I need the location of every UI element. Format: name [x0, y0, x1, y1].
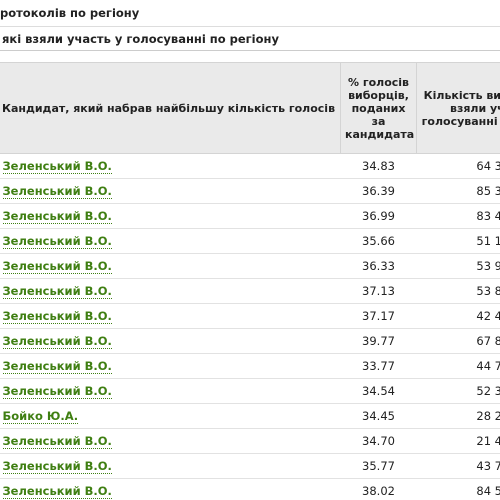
percent-cell: 34.45: [340, 403, 417, 429]
percent-cell: 38.02: [340, 478, 417, 500]
candidate-link[interactable]: Зеленський В.О.: [2, 259, 112, 274]
candidate-link[interactable]: Зеленський В.О.: [2, 309, 112, 324]
candidate-cell: Зеленський В.О.: [0, 378, 341, 404]
voters-cell: 21 482: [416, 428, 500, 454]
candidate-cell: Зеленський В.О.: [0, 303, 341, 329]
voters-cell: 53 874: [416, 278, 500, 304]
percent-cell: 34.54: [340, 378, 417, 404]
percent-cell: 37.17: [340, 303, 417, 329]
candidate-link[interactable]: Зеленський В.О.: [2, 234, 112, 249]
voters-cell: 28 293: [416, 403, 500, 429]
percent-cell: 36.33: [340, 253, 417, 279]
candidate-cell: Зеленський В.О.: [0, 353, 341, 379]
candidate-link[interactable]: Зеленський В.О.: [2, 209, 112, 224]
candidate-link[interactable]: Зеленський В.О.: [2, 459, 112, 474]
voters-cell: 43 770: [416, 453, 500, 479]
voters-cell: 83 450: [416, 203, 500, 229]
candidate-cell: Зеленський В.О.: [0, 253, 341, 279]
candidate-cell: Зеленський В.О.: [0, 428, 341, 454]
section-subtitle: які взяли участь у голосуванні по регіон…: [0, 27, 500, 51]
header-row: Кандидат, який набрав найбільшу кількіст…: [0, 62, 500, 154]
percent-cell: 36.99: [340, 203, 417, 229]
candidate-cell: Зеленський В.О.: [0, 328, 341, 354]
percent-cell: 39.77: [340, 328, 417, 354]
candidate-link[interactable]: Зеленський В.О.: [2, 384, 112, 399]
voters-cell: 51 170: [416, 228, 500, 254]
candidate-cell: Зеленський В.О.: [0, 453, 341, 479]
percent-cell: 34.83: [340, 153, 417, 179]
candidate-cell: Зеленський В.О.: [0, 478, 341, 500]
candidate-link[interactable]: Зеленський В.О.: [2, 334, 112, 349]
voters-cell: 67 852: [416, 328, 500, 354]
voters-cell: 52 381: [416, 378, 500, 404]
column-header: % голосів виборців, поданих за кандидата: [340, 62, 417, 154]
candidate-link[interactable]: Зеленський В.О.: [2, 359, 112, 374]
percent-cell: 33.77: [340, 353, 417, 379]
candidate-cell: Зеленський В.О.: [0, 178, 341, 204]
candidate-link[interactable]: Зеленський В.О.: [2, 284, 112, 299]
column-header: Кількість виборців, які взяли участь у г…: [416, 62, 500, 154]
candidate-cell: Бойко Ю.А.: [0, 403, 341, 429]
voters-cell: 84 532: [416, 478, 500, 500]
results-table: Кандидат, який набрав найбільшу кількіст…: [0, 62, 500, 500]
voters-cell: 85 372: [416, 178, 500, 204]
percent-cell: 34.70: [340, 428, 417, 454]
voters-cell: 42 444: [416, 303, 500, 329]
percent-cell: 35.77: [340, 453, 417, 479]
candidate-link[interactable]: Зеленський В.О.: [2, 184, 112, 199]
candidate-cell: Зеленський В.О.: [0, 153, 341, 179]
voters-cell: 64 382: [416, 153, 500, 179]
voters-cell: 44 712: [416, 353, 500, 379]
candidate-cell: Зеленський В.О.: [0, 203, 341, 229]
percent-cell: 36.39: [340, 178, 417, 204]
percent-cell: 37.13: [340, 278, 417, 304]
candidate-link[interactable]: Бойко Ю.А.: [2, 409, 79, 424]
candidate-link[interactable]: Зеленський В.О.: [2, 159, 112, 174]
candidate-link[interactable]: Зеленський В.О.: [2, 434, 112, 449]
candidate-link[interactable]: Зеленський В.О.: [2, 484, 112, 499]
section-title: ротоколів по регіону: [0, 0, 500, 27]
candidate-cell: Зеленський В.О.: [0, 228, 341, 254]
candidate-cell: Зеленський В.О.: [0, 278, 341, 304]
column-header: Кандидат, який набрав найбільшу кількіст…: [0, 62, 341, 154]
percent-cell: 35.66: [340, 228, 417, 254]
voters-cell: 53 953: [416, 253, 500, 279]
